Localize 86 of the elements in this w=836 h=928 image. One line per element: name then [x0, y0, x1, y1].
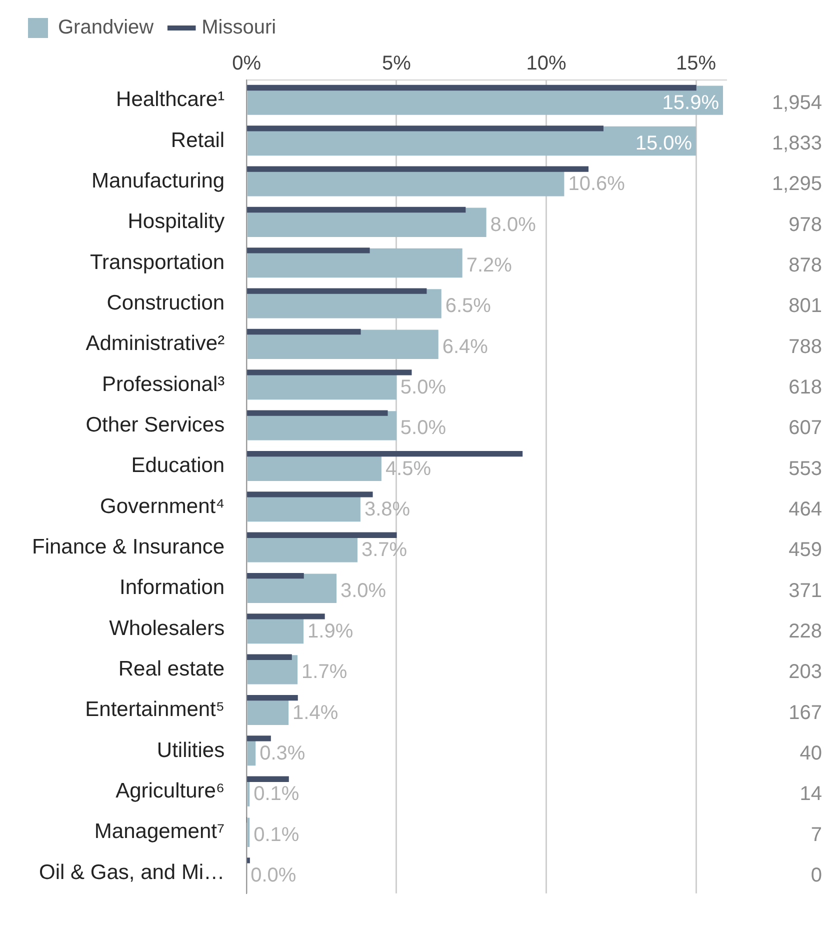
bar	[247, 330, 438, 359]
bar	[247, 248, 370, 254]
y-tick-label: Utilities	[156, 738, 225, 762]
text: 801	[788, 295, 822, 318]
y-tick-label: Healthcare¹	[116, 88, 225, 112]
data-label: 1.9%	[308, 620, 354, 643]
text: 203	[788, 661, 822, 684]
text: 228	[788, 620, 822, 643]
bar	[247, 370, 412, 376]
x-tick-label: 0%	[232, 52, 262, 75]
y-tick-label: Real estate	[118, 658, 225, 681]
y-tick-label: Administrative²	[86, 332, 225, 356]
data-label: 0.3%	[260, 742, 306, 765]
text: 878	[788, 254, 822, 277]
bar	[247, 776, 289, 782]
bar	[247, 614, 325, 620]
bar	[247, 84, 696, 91]
y-tick-label: Agriculture⁶	[116, 780, 225, 803]
bar	[247, 572, 304, 579]
text: 464	[788, 498, 822, 521]
x-tick-label: 15%	[676, 52, 716, 75]
text: 978	[788, 214, 822, 236]
y-tick-label: Other Services	[86, 413, 225, 436]
text: 167	[788, 702, 822, 724]
text: 0	[810, 864, 822, 887]
data-label: 15.9%	[662, 92, 720, 114]
bar	[247, 694, 298, 701]
y-tick-label: Oil & Gas, and Mi…	[39, 860, 225, 884]
y-tick-label: Entertainment⁵	[85, 698, 225, 722]
y-tick-label: Wholesalers	[109, 616, 225, 640]
data-label: 6.5%	[445, 295, 492, 318]
data-label: 1.7%	[302, 661, 348, 684]
bar	[247, 532, 397, 538]
y-tick-label: Government⁴	[100, 494, 225, 518]
y-tick-label: Manufacturing	[92, 169, 225, 192]
data-label: 3.8%	[364, 498, 410, 521]
legend-label: Grandview	[58, 16, 154, 39]
bar	[247, 450, 523, 457]
data-label: 3.0%	[340, 580, 386, 602]
data-label: 3.7%	[361, 539, 408, 562]
y-tick-label: Hospitality	[128, 210, 226, 234]
y-tick-label: Education	[131, 454, 225, 478]
text: 1,833	[772, 132, 822, 155]
bar	[247, 328, 361, 335]
bar	[247, 654, 292, 660]
data-label: 1.4%	[292, 702, 338, 724]
data-label: 0.1%	[254, 783, 300, 806]
y-tick-label: Retail	[170, 128, 225, 152]
data-label: 7.2%	[466, 254, 512, 277]
text: 1,295	[772, 173, 822, 196]
bar	[247, 492, 373, 498]
text: 371	[788, 580, 822, 602]
text: 459	[788, 539, 822, 562]
text: 14	[800, 783, 822, 806]
text: 7	[810, 824, 822, 846]
y-tick-label: Transportation	[90, 250, 225, 274]
y-tick-label: Professional³	[102, 372, 225, 396]
legend-label: Missouri	[202, 16, 276, 39]
text: 40	[800, 742, 822, 765]
bar	[247, 166, 589, 172]
bar	[247, 736, 271, 742]
text: 618	[788, 376, 822, 399]
data-label: 5.0%	[400, 417, 446, 440]
data-label: 0.0%	[250, 864, 296, 887]
bar	[247, 288, 427, 294]
data-label: 10.6%	[568, 173, 626, 196]
x-tick-label: 5%	[382, 52, 412, 75]
y-tick-label: Finance & Insurance	[32, 536, 225, 558]
bar	[247, 410, 388, 416]
x-tick-label: 10%	[526, 52, 566, 75]
y-tick-label: Information	[120, 576, 225, 600]
y-tick-label: Construction	[106, 291, 225, 314]
bar	[247, 858, 250, 864]
text: 607	[788, 417, 822, 440]
bar	[247, 206, 466, 213]
data-label: 6.4%	[442, 336, 488, 358]
text: 553	[788, 458, 822, 480]
y-tick-label: Management⁷	[94, 820, 225, 844]
data-label: 8.0%	[490, 214, 536, 236]
data-label: 5.0%	[400, 376, 446, 399]
data-label: 4.5%	[385, 458, 432, 480]
text: 788	[788, 336, 822, 358]
data-label: 0.1%	[254, 824, 300, 846]
bar	[247, 126, 604, 132]
data-label: 15.0%	[635, 132, 692, 155]
text: 1,954	[772, 92, 822, 114]
